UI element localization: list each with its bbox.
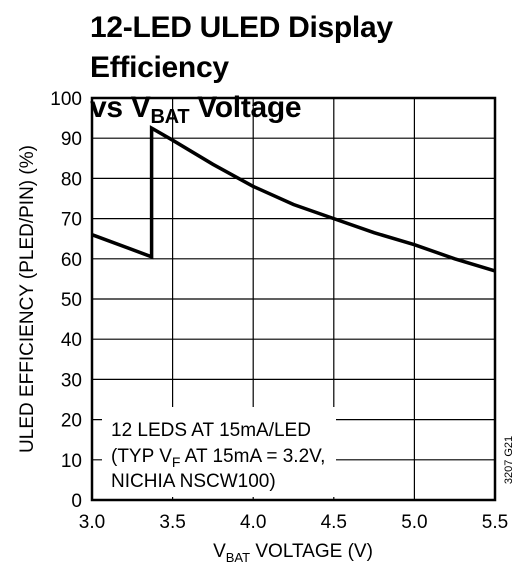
y-tick-label: 20 <box>61 411 82 432</box>
y-tick-label: 80 <box>61 169 82 190</box>
y-tick-label: 70 <box>61 210 82 231</box>
x-axis-label-prefix: V <box>213 541 226 562</box>
y-tick-labels: 0 10 20 30 40 50 60 70 80 90 100 <box>50 89 82 512</box>
annotation-line2-suffix: AT 15mA = 3.2V, <box>180 446 325 467</box>
annotation-line3: NICHIA NSCW100) <box>111 471 276 492</box>
y-tick-label: 100 <box>50 89 82 110</box>
x-tick-label: 4.5 <box>321 512 347 533</box>
annotation-line2-sub: F <box>172 454 181 470</box>
x-tick-label: 3.0 <box>79 512 105 533</box>
efficiency-series-line <box>91 125 496 273</box>
x-tick-label: 5.0 <box>401 512 427 533</box>
annotation-box <box>102 407 336 497</box>
y-tick-label: 60 <box>61 250 82 271</box>
x-tick-label: 3.5 <box>159 512 185 533</box>
chart-title: 12-LED ULED Display Efficiency vs VBAT V… <box>90 8 524 137</box>
x-axis-label-sub: BAT <box>226 550 250 565</box>
chart-title-line1: 12-LED ULED Display Efficiency <box>90 11 393 84</box>
x-tick-label: 4.0 <box>240 512 266 533</box>
figure-code: 3207 G21 <box>503 436 515 484</box>
annotation-line1: 12 LEDS AT 15mA/LED <box>111 420 311 441</box>
chart-title-line2-sub: BAT <box>150 106 190 128</box>
annotation-line2-prefix: (TYP V <box>111 446 172 467</box>
chart-title-line2-prefix: vs V <box>90 91 151 124</box>
y-tick-label: 0 <box>71 491 82 512</box>
y-tick-label: 90 <box>61 129 82 150</box>
chart-title-line2: vs VBAT Voltage <box>90 88 524 137</box>
chart-title-line2-suffix: Voltage <box>189 91 302 124</box>
x-tick-labels: 3.0 3.5 4.0 4.5 5.0 5.5 <box>79 512 508 533</box>
y-tick-label: 40 <box>61 330 82 351</box>
annotation-line2: (TYP VF AT 15mA = 3.2V, <box>111 446 325 470</box>
x-axis-label: VBAT VOLTAGE (V) <box>213 541 373 565</box>
y-tick-label: 50 <box>61 290 82 311</box>
y-axis-label: ULED EFFICIENCY (PLED/PIN) (%) <box>17 145 38 453</box>
plot-frame <box>90 96 497 502</box>
x-tick-label: 5.5 <box>482 512 508 533</box>
y-tick-label: 30 <box>61 370 82 391</box>
x-axis-label-suffix: VOLTAGE (V) <box>250 541 373 562</box>
y-tick-label: 10 <box>61 451 82 472</box>
